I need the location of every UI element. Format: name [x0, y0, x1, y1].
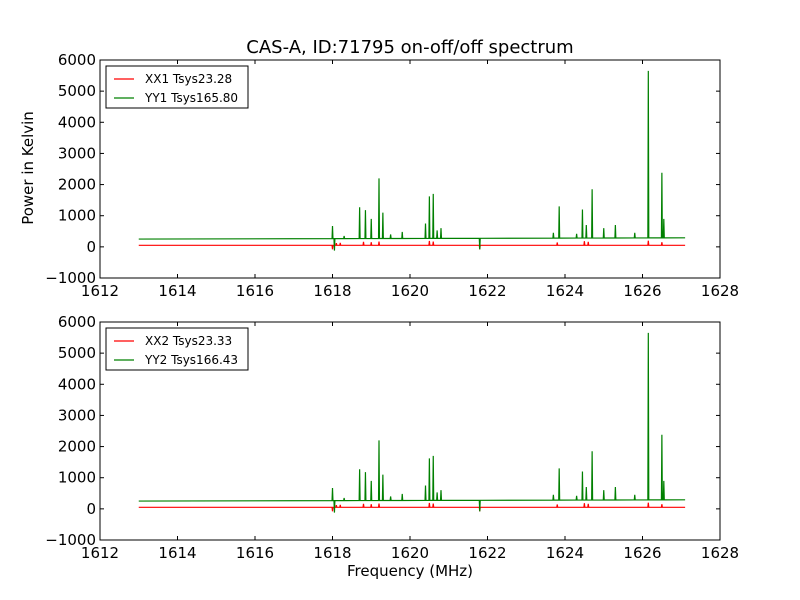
legend-box: [105, 65, 249, 109]
y-tick-label: 5000: [58, 82, 96, 100]
y-tick-label: 2000: [58, 438, 96, 456]
x-tick-label: 1624: [546, 544, 584, 562]
x-tick-label: 1622: [468, 282, 506, 300]
legend-label: XX2 Tsys23.33: [145, 334, 232, 348]
x-tick-label: 1626: [623, 282, 661, 300]
x-tick-label: 1618: [313, 544, 351, 562]
legend: XX2 Tsys23.33 YY2 Tsys166.43: [105, 327, 249, 371]
series-line-2: [138, 332, 686, 513]
x-tick-label: 1628: [701, 544, 739, 562]
top-panel: 1612 1614 1616 1618 1620 1622 1624 1626 1628 −100…: [45, 51, 739, 300]
chart-title: CAS-A, ID:71795 on-off/off spectrum: [246, 37, 573, 58]
legend: XX1 Tsys23.28 YY1 Tsys165.80: [105, 65, 249, 109]
legend-box: [105, 327, 249, 371]
x-tick-label: 1624: [546, 282, 584, 300]
y-tick-label: 1000: [58, 207, 96, 225]
y-tick-label: 1000: [58, 469, 96, 487]
x-tick-label: 1618: [313, 282, 351, 300]
y-tick-label: 0: [86, 500, 96, 518]
legend-label: YY2 Tsys166.43: [144, 353, 238, 367]
y-tick-label: 4000: [58, 375, 96, 393]
y-tick-label: 5000: [58, 344, 96, 362]
y-tick-label: 4000: [58, 113, 96, 131]
x-tick-label: 1622: [468, 544, 506, 562]
y-tick-label: 0: [86, 238, 96, 256]
y-tick-label: 3000: [58, 406, 96, 424]
y-tick-label: −1000: [45, 531, 96, 549]
y-tick-label: 6000: [58, 51, 96, 69]
x-tick-label: 1614: [158, 282, 196, 300]
x-tick-label: 1614: [158, 544, 196, 562]
legend-label: XX1 Tsys23.28: [145, 72, 232, 86]
y-tick-label: 2000: [58, 176, 96, 194]
y-tick-label: 3000: [58, 144, 96, 162]
x-tick-label: 1616: [236, 544, 274, 562]
x-tick-label: 1616: [236, 282, 274, 300]
x-tick-label: 1620: [391, 544, 429, 562]
legend-label: YY1 Tsys165.80: [144, 91, 238, 105]
series-line-2: [138, 70, 686, 251]
bottom-panel: 1612 1614 1616 1618 1620 1622 1624 1626 1628 −100…: [45, 313, 739, 562]
y-tick-label: −1000: [45, 269, 96, 287]
x-tick-label: 1626: [623, 544, 661, 562]
x-tick-label: 1612: [81, 544, 119, 562]
x-tick-label: 1612: [81, 282, 119, 300]
series-line-1: [138, 502, 686, 512]
series-line-1: [138, 240, 686, 250]
y-tick-label: 6000: [58, 313, 96, 331]
x-axis-label: Frequency (MHz): [347, 562, 473, 580]
x-tick-label: 1620: [391, 282, 429, 300]
x-tick-label: 1628: [701, 282, 739, 300]
y-axis-label: Power in Kelvin: [19, 111, 37, 225]
